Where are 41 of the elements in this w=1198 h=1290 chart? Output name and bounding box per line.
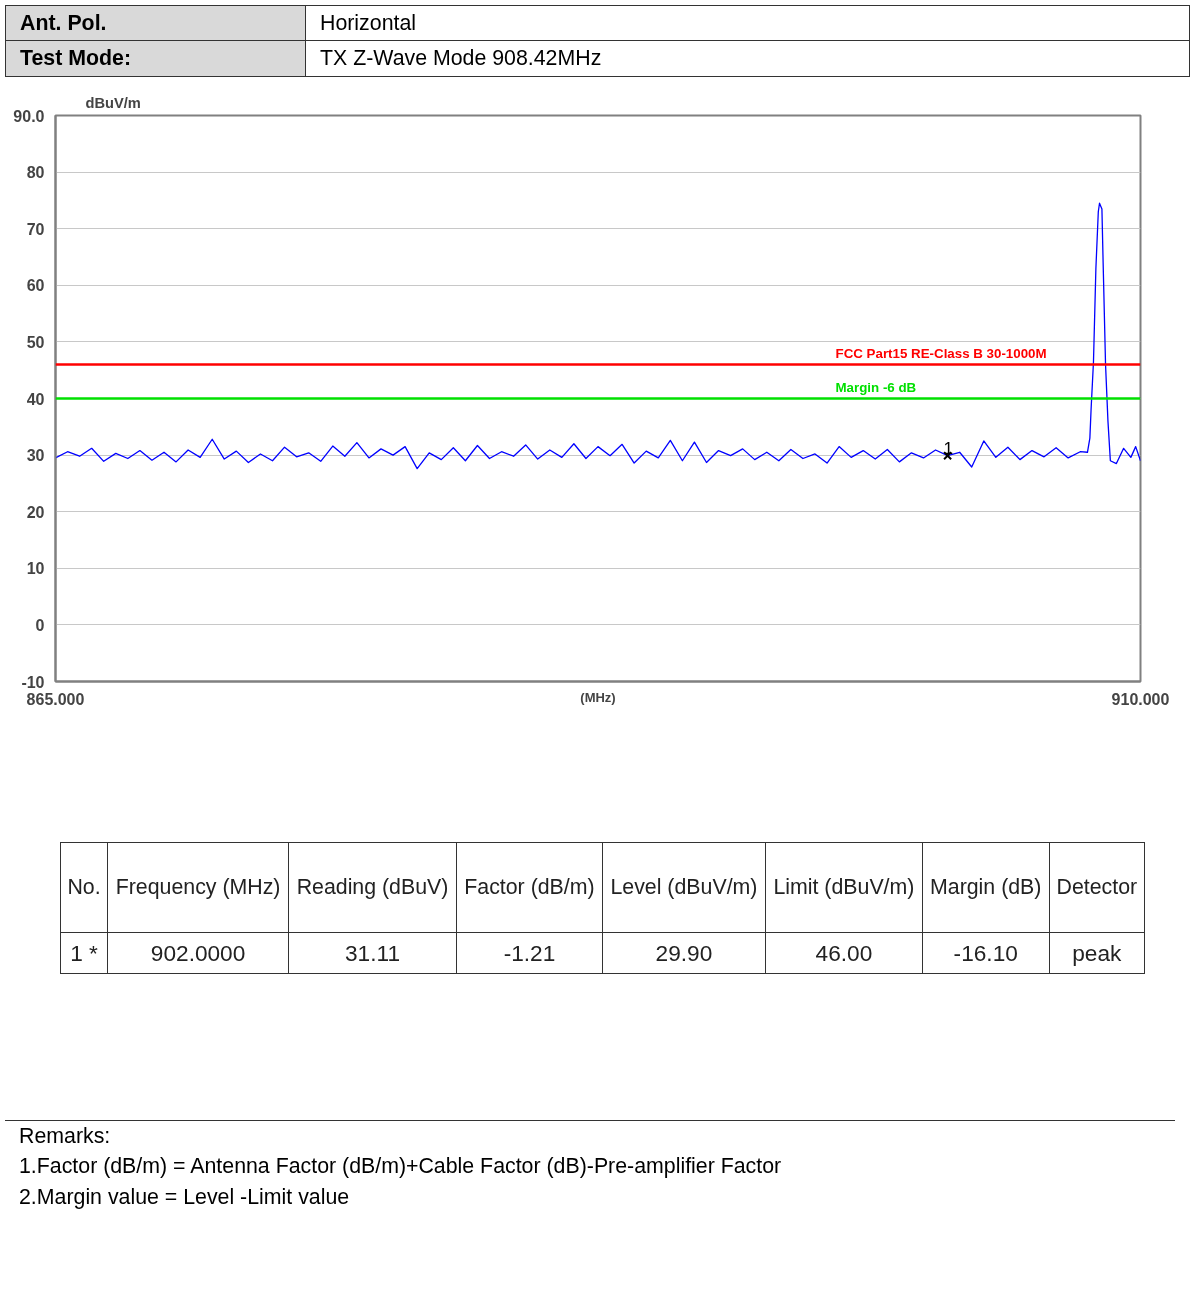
text: 29.90	[602, 932, 766, 974]
text: Ant. Pol.	[5, 5, 306, 41]
text: 46.00	[765, 932, 923, 974]
text: 1 *	[60, 932, 108, 974]
y-tick-label: 80	[26, 164, 45, 182]
y-tick-label: 10	[26, 560, 45, 578]
y-tick-label: 90.0	[13, 107, 45, 125]
text: Level (dBuV/m)	[602, 842, 766, 933]
y-tick-label: 70	[26, 220, 45, 238]
text: 31.11	[288, 932, 457, 974]
text: 902.0000	[107, 932, 289, 974]
text: Reading (dBuV)	[288, 842, 457, 933]
text: TX Z-Wave Mode 908.42MHz	[305, 40, 1190, 77]
ref-line-label: FCC Part15 RE-Class B 30-1000M	[835, 345, 1047, 361]
y-tick-label: 0	[35, 616, 45, 634]
y-tick-label: 50	[26, 333, 45, 351]
text: Horizontal	[305, 5, 1190, 41]
y-tick-label: 30	[26, 447, 45, 465]
text: Frequency (MHz)	[107, 842, 289, 933]
text: Factor (dB/m)	[456, 842, 603, 933]
text: Test Mode:	[5, 40, 306, 77]
text: 1.Factor (dB/m) = Antenna Factor (dB/m)+Cable Factor (dB)-Pre-amplifier Factor	[19, 1153, 783, 1181]
text: No.	[60, 842, 108, 933]
text: peak	[1049, 932, 1145, 974]
y-axis-title: dBuV/m	[85, 94, 141, 111]
x-tick-label: 865.000	[26, 690, 85, 708]
line-series	[55, 202, 1141, 470]
x-tick-label: 910.000	[1111, 690, 1170, 708]
y-tick-label: 60	[26, 277, 45, 295]
text: Detector	[1049, 842, 1145, 933]
y-tick-label: -10	[21, 673, 45, 691]
text: Limit (dBuV/m)	[765, 842, 923, 933]
text: -16.10	[922, 932, 1050, 974]
x-axis-title: (MHz)	[580, 689, 616, 705]
text: 2.Margin value = Level -Limit value	[19, 1183, 351, 1211]
y-tick-label: 40	[26, 390, 45, 408]
text: Remarks:	[19, 1122, 112, 1150]
text: Margin (dB)	[922, 842, 1050, 933]
y-tick-label: 20	[26, 503, 45, 521]
text: -1.21	[456, 932, 603, 974]
ref-line-label: Margin -6 dB	[835, 379, 917, 395]
